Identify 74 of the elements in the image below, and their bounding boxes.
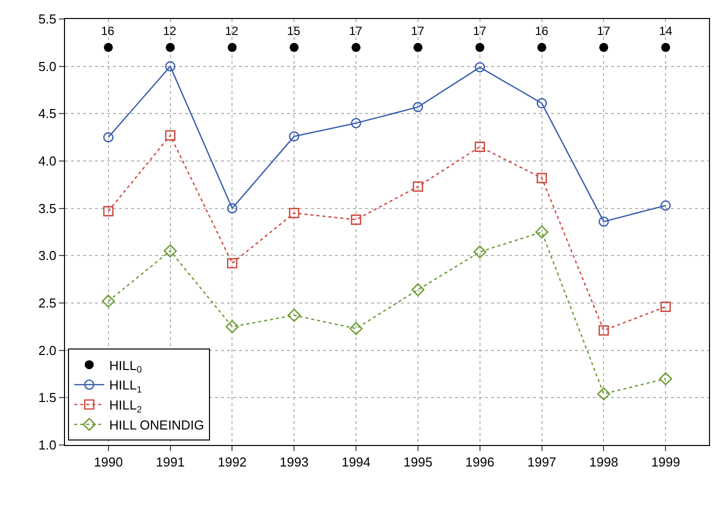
point	[411, 283, 424, 296]
x-tick-label: 1999	[651, 454, 680, 470]
legend-label: HILL$_{0}$	[109, 358, 142, 374]
point	[350, 118, 362, 128]
point	[165, 130, 176, 141]
annotation: 17	[473, 24, 487, 38]
annotation: 16	[535, 24, 549, 38]
x-tick-label: 1997	[527, 454, 556, 470]
y-tick-label: 1.5	[38, 390, 56, 406]
annotation: 17	[411, 24, 425, 38]
legend-label: HILL ONEINDIG	[109, 417, 204, 432]
x-tick-label: 1995	[404, 454, 432, 470]
point	[290, 42, 299, 52]
x-tick-label: 1994	[342, 454, 370, 470]
point	[660, 302, 671, 312]
x-tick-label: 1991	[156, 454, 185, 470]
legend-label: HILL$_{1}$	[109, 378, 142, 394]
point	[352, 42, 361, 52]
point	[661, 42, 670, 52]
y-tick-label: 5.5	[38, 12, 56, 27]
y-tick-label: 4.0	[38, 154, 56, 169]
x-tick-label: 1992	[218, 454, 247, 470]
legend-label: HILL$_{2}$	[109, 398, 142, 414]
point	[474, 142, 486, 152]
x-tick-label: 1993	[280, 454, 309, 470]
y-tick-label: 2.0	[38, 342, 56, 358]
x-tick-label: 1996	[465, 454, 494, 470]
point	[350, 322, 363, 336]
point	[599, 42, 608, 52]
y-tick-label: 3.0	[38, 248, 56, 264]
y-tick-label: 4.5	[38, 106, 56, 122]
point	[103, 206, 114, 216]
point	[288, 208, 300, 218]
point	[165, 61, 176, 72]
x-tick-label: 1990	[94, 454, 123, 470]
point	[350, 214, 362, 225]
annotation: 17	[597, 24, 611, 38]
annotation: 14	[659, 24, 673, 38]
point	[288, 308, 301, 322]
annotation: 15	[287, 24, 301, 38]
annotation: 16	[101, 24, 115, 38]
point	[288, 131, 300, 142]
point	[474, 62, 486, 72]
point	[412, 181, 424, 192]
point	[104, 42, 113, 52]
point	[228, 42, 237, 52]
point	[598, 216, 609, 227]
point	[413, 42, 422, 52]
y-tick-label: 2.5	[38, 296, 56, 311]
y-tick-label: 5.0	[38, 58, 56, 74]
point	[597, 387, 610, 400]
point	[226, 320, 239, 334]
y-tick-label: 1.0	[38, 438, 56, 453]
point	[227, 258, 238, 268]
point	[536, 172, 547, 184]
point	[598, 325, 609, 336]
point	[660, 200, 671, 211]
point	[164, 244, 177, 258]
point	[102, 294, 115, 308]
point	[535, 226, 548, 238]
y-tick-label: 3.5	[38, 200, 56, 216]
point	[537, 42, 546, 52]
x-tick-label: 1998	[589, 454, 618, 470]
point	[166, 42, 175, 52]
annotation: 12	[225, 24, 239, 38]
point	[659, 372, 672, 386]
point	[473, 245, 486, 258]
point	[536, 98, 547, 108]
annotation: 12	[163, 24, 177, 38]
point	[412, 102, 424, 112]
point	[475, 42, 484, 52]
annotation: 17	[349, 24, 363, 38]
point	[103, 132, 114, 142]
point	[227, 203, 238, 214]
